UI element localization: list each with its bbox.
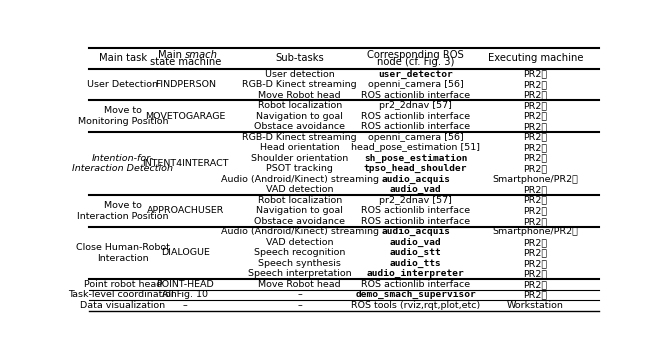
Text: PR2ⳁ: PR2ⳁ: [523, 164, 548, 173]
Text: PR2Ⳃ: PR2Ⳃ: [523, 122, 548, 131]
Text: Point robot head: Point robot head: [84, 280, 162, 289]
Text: INTENT4INTERACT: INTENT4INTERACT: [142, 159, 229, 168]
Text: PR2ⳁ: PR2ⳁ: [523, 80, 548, 89]
Text: openni_camera [56]: openni_camera [56]: [368, 133, 464, 142]
Text: pr2_2dnav [57]: pr2_2dnav [57]: [379, 196, 452, 205]
Text: sh_pose_estimation: sh_pose_estimation: [364, 154, 468, 163]
Text: Shoulder orientation: Shoulder orientation: [251, 154, 348, 163]
Text: POINT-HEAD: POINT-HEAD: [156, 280, 214, 289]
Text: ROS actionlib interface: ROS actionlib interface: [361, 122, 470, 131]
Text: ROS actionlib interface: ROS actionlib interface: [361, 280, 470, 289]
Text: Speech recognition: Speech recognition: [254, 248, 346, 257]
Text: Executing machine: Executing machine: [488, 53, 583, 64]
Text: audio_tts: audio_tts: [390, 259, 442, 268]
Text: User detection: User detection: [265, 70, 335, 79]
Text: VAD detection: VAD detection: [266, 238, 333, 247]
Text: ROS actionlib interface: ROS actionlib interface: [361, 206, 470, 215]
Text: Corresponding ROS: Corresponding ROS: [367, 50, 464, 60]
Text: PR2ⳁ: PR2ⳁ: [523, 70, 548, 79]
Text: smach: smach: [185, 50, 218, 60]
Text: audio_interpreter: audio_interpreter: [367, 269, 464, 278]
Text: VAD detection: VAD detection: [266, 185, 333, 194]
Text: APPROACHUSER: APPROACHUSER: [146, 206, 224, 215]
Text: RGB-D Kinect streaming: RGB-D Kinect streaming: [242, 80, 357, 89]
Text: PR2Ⳃ: PR2Ⳃ: [523, 217, 548, 226]
Text: PR2ⳁ: PR2ⳁ: [523, 185, 548, 194]
Text: PR2Ⳃ: PR2Ⳃ: [523, 101, 548, 110]
Text: Main task: Main task: [99, 53, 147, 64]
Text: Audio (Android/Kinect) streaming: Audio (Android/Kinect) streaming: [221, 227, 378, 236]
Text: Workstation: Workstation: [507, 301, 564, 310]
Text: PR2Ⳃ: PR2Ⳃ: [523, 196, 548, 205]
Text: node (cf. Fig. 3): node (cf. Fig. 3): [377, 57, 454, 67]
Text: tpso_head_shoulder: tpso_head_shoulder: [364, 164, 468, 173]
Text: Speech synthesis: Speech synthesis: [258, 259, 341, 268]
Text: Move to
Monitoring Position: Move to Monitoring Position: [78, 106, 168, 126]
Text: Sub-tasks: Sub-tasks: [275, 53, 324, 64]
Text: PR2Ⳃ: PR2Ⳃ: [523, 112, 548, 121]
Text: PR2Ⳃ: PR2Ⳃ: [523, 280, 548, 289]
Text: ROS actionlib interface: ROS actionlib interface: [361, 217, 470, 226]
Text: Navigation to goal: Navigation to goal: [256, 112, 343, 121]
Text: Smartphone/PR2ⳁ: Smartphone/PR2ⳁ: [493, 227, 578, 236]
Text: MOVETOGARAGE: MOVETOGARAGE: [145, 112, 225, 121]
Text: Close Human-Robot
Interaction: Close Human-Robot Interaction: [76, 243, 170, 263]
Text: head_pose_estimation [51]: head_pose_estimation [51]: [351, 143, 480, 152]
Text: Data visualization: Data visualization: [81, 301, 166, 310]
Text: Move Robot head: Move Robot head: [258, 280, 341, 289]
Text: Task-level coordination: Task-level coordination: [68, 290, 177, 299]
Text: All Fig. 10: All Fig. 10: [162, 290, 208, 299]
Text: Audio (Android/Kinect) streaming: Audio (Android/Kinect) streaming: [221, 175, 378, 184]
Text: Main: Main: [158, 50, 185, 60]
Text: RGB-D Kinect streaming: RGB-D Kinect streaming: [242, 133, 357, 142]
Text: PR2ⳁ: PR2ⳁ: [523, 259, 548, 268]
Text: Obstace avoidance: Obstace avoidance: [254, 217, 345, 226]
Text: Robot localization: Robot localization: [258, 101, 342, 110]
Text: PSOT tracking: PSOT tracking: [266, 164, 333, 173]
Text: PR2Ⳃ: PR2Ⳃ: [523, 290, 548, 299]
Text: –: –: [297, 301, 302, 310]
Text: audio_vad: audio_vad: [390, 238, 442, 247]
Text: –: –: [183, 301, 188, 310]
Text: PR2ⳁ: PR2ⳁ: [523, 238, 548, 247]
Text: audio_acquis: audio_acquis: [381, 227, 450, 236]
Text: PR2ⳁ: PR2ⳁ: [523, 133, 548, 142]
Text: Speech interpretation: Speech interpretation: [248, 269, 352, 278]
Text: PR2ⳁ: PR2ⳁ: [523, 154, 548, 163]
Text: Navigation to goal: Navigation to goal: [256, 206, 343, 215]
Text: Move Robot head: Move Robot head: [258, 91, 341, 100]
Text: Robot localization: Robot localization: [258, 196, 342, 205]
Text: audio_vad: audio_vad: [390, 185, 442, 194]
Text: ROS actionlib interface: ROS actionlib interface: [361, 112, 470, 121]
Text: PR2Ⳃ: PR2Ⳃ: [523, 206, 548, 215]
Text: state machine: state machine: [150, 57, 221, 67]
Text: ROS tools (rviz,rqt,plot,etc): ROS tools (rviz,rqt,plot,etc): [351, 301, 480, 310]
Text: demo_smach_supervisor: demo_smach_supervisor: [355, 290, 476, 300]
Text: Head orientation: Head orientation: [260, 143, 340, 152]
Text: PR2ⳁ: PR2ⳁ: [523, 269, 548, 278]
Text: audio_stt: audio_stt: [390, 248, 442, 257]
Text: Smartphone/PR2ⳁ: Smartphone/PR2ⳁ: [493, 175, 578, 184]
Text: Intention-for-
Interaction Detection: Intention-for- Interaction Detection: [72, 154, 173, 173]
Text: –: –: [297, 290, 302, 299]
Text: openni_camera [56]: openni_camera [56]: [368, 80, 464, 89]
Text: Obstace avoidance: Obstace avoidance: [254, 122, 345, 131]
Text: ROS actionlib interface: ROS actionlib interface: [361, 91, 470, 100]
Text: FINDPERSON: FINDPERSON: [155, 80, 216, 89]
Text: audio_acquis: audio_acquis: [381, 175, 450, 184]
Text: PR2ⳁ: PR2ⳁ: [523, 91, 548, 100]
Text: Move to
Interaction Position: Move to Interaction Position: [77, 201, 168, 220]
Text: pr2_2dnav [57]: pr2_2dnav [57]: [379, 101, 452, 110]
Text: DIALOGUE: DIALOGUE: [161, 248, 210, 257]
Text: PR2ⳁ: PR2ⳁ: [523, 143, 548, 152]
Text: PR2ⳁ: PR2ⳁ: [523, 248, 548, 257]
Text: User Detection: User Detection: [87, 80, 158, 89]
Text: user_detector: user_detector: [378, 70, 453, 79]
